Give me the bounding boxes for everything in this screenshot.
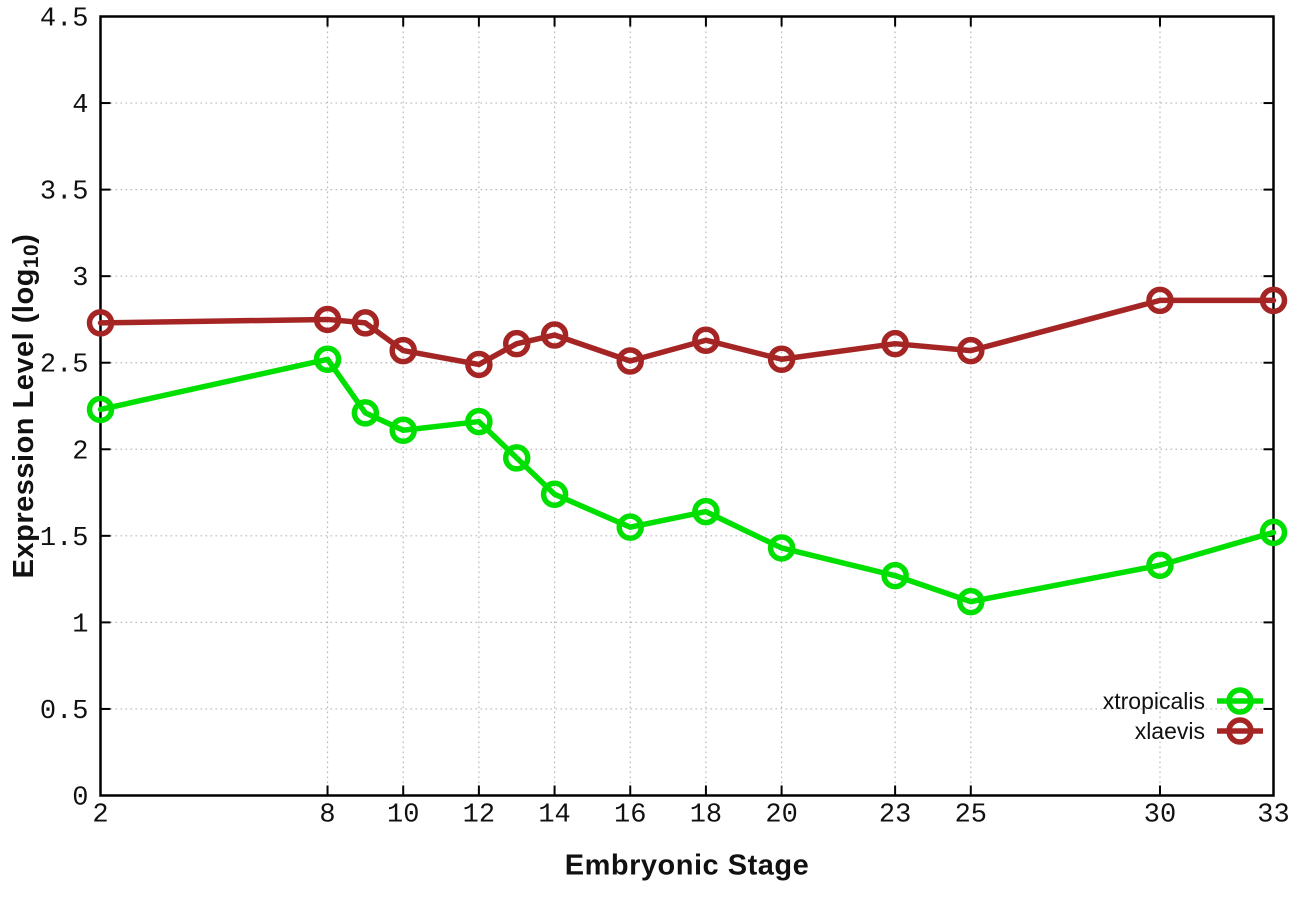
- series-xtropicalis-point: [389, 416, 417, 444]
- y-tick-label: 0: [72, 784, 88, 814]
- y-tick-label: 4.5: [40, 5, 89, 35]
- y-tick-label: 0.5: [40, 697, 89, 727]
- y-axis-title-subscript: 10: [20, 243, 44, 269]
- series-xtropicalis-point: [313, 345, 342, 374]
- series-xlaevis-point: [1146, 286, 1174, 315]
- series-xlaevis: [86, 286, 1288, 379]
- series-xtropicalis-point: [351, 399, 380, 427]
- series-xtropicalis-point: [540, 480, 569, 509]
- legend-item-xtropicalis: xtropicalis: [1103, 687, 1263, 715]
- data-series: [86, 286, 1288, 616]
- y-tick-label: 3: [72, 264, 88, 294]
- x-tick-label: 30: [1144, 801, 1176, 831]
- series-xtropicalis-point: [1146, 551, 1174, 580]
- x-tick-label: 14: [538, 801, 570, 831]
- plot-border-box: [99, 15, 1275, 797]
- series-xtropicalis-point: [767, 534, 796, 562]
- y-axis-title: Expression Level (log10): [8, 234, 44, 579]
- series-xlaevis-point: [767, 345, 796, 374]
- legend-item-xlaevis: xlaevis: [1135, 717, 1263, 745]
- series-xtropicalis: [86, 345, 1288, 616]
- series-xtropicalis-line: [97, 356, 1277, 605]
- x-tick-label: 12: [463, 801, 495, 831]
- series-xtropicalis-point: [1259, 518, 1288, 547]
- y-axis-title-suffix: ): [7, 233, 40, 244]
- series-xtropicalis-point: [86, 395, 115, 424]
- series-xlaevis-point: [692, 326, 720, 354]
- x-tick-label: 10: [387, 801, 419, 831]
- legend-label-xtropicalis: xtropicalis: [1103, 688, 1205, 714]
- x-tick-label: 23: [879, 801, 911, 831]
- x-tick-label: 2: [92, 801, 108, 831]
- series-xlaevis-point: [616, 347, 644, 375]
- series-xlaevis-line: [97, 297, 1277, 368]
- series-xlaevis-point: [351, 309, 380, 337]
- x-tick-label: 18: [690, 801, 722, 831]
- y-tick-label: 3.5: [40, 178, 89, 208]
- grid-lines: [99, 15, 1275, 797]
- series-xlaevis-point: [957, 336, 985, 365]
- series-xlaevis-point: [389, 336, 417, 365]
- x-tick-labels: 2 8 10 12 14 16 18 20 23 25 30 33: [92, 801, 1289, 831]
- series-xtropicalis-point: [465, 407, 493, 436]
- x-axis-title: Embryonic Stage: [564, 849, 810, 882]
- y-tick-label: 2.5: [40, 351, 89, 381]
- legend: xtropicalis xlaevis: [1103, 687, 1263, 745]
- y-tick-label: 2: [72, 437, 88, 467]
- x-tick-label: 20: [765, 801, 797, 831]
- series-xlaevis-point: [86, 309, 115, 337]
- x-tick-label: 8: [319, 801, 335, 831]
- legend-sample-marker: [1226, 687, 1254, 715]
- series-xlaevis-point: [881, 329, 909, 358]
- y-tick-label: 1: [72, 610, 88, 640]
- series-xtropicalis-point: [616, 513, 644, 541]
- series-xlaevis-point: [313, 305, 342, 334]
- x-tick-label: 16: [614, 801, 646, 831]
- y-tick-label: 4: [72, 91, 88, 121]
- x-tick-label: 33: [1257, 801, 1289, 831]
- series-xtropicalis-point: [957, 587, 985, 616]
- axis-ticks: [99, 15, 1275, 797]
- y-axis-title-text: Expression Level (log: [7, 268, 40, 579]
- series-xlaevis-point: [540, 321, 569, 349]
- y-tick-labels: 0 0.5 1 1.5 2 2.5 3 3.5 4 4.5: [40, 5, 89, 814]
- legend-label-xlaevis: xlaevis: [1135, 718, 1205, 744]
- series-xlaevis-point: [1259, 286, 1288, 315]
- series-xlaevis-point: [502, 329, 531, 358]
- series-xtropicalis-point: [502, 444, 531, 472]
- y-tick-label: 1.5: [40, 524, 89, 554]
- legend-sample-marker: [1226, 717, 1254, 745]
- series-xtropicalis-point: [692, 497, 720, 526]
- plot-border: [99, 15, 1275, 797]
- series-xlaevis-point: [465, 350, 493, 379]
- x-tick-label: 25: [955, 801, 987, 831]
- series-xtropicalis-point: [881, 561, 909, 590]
